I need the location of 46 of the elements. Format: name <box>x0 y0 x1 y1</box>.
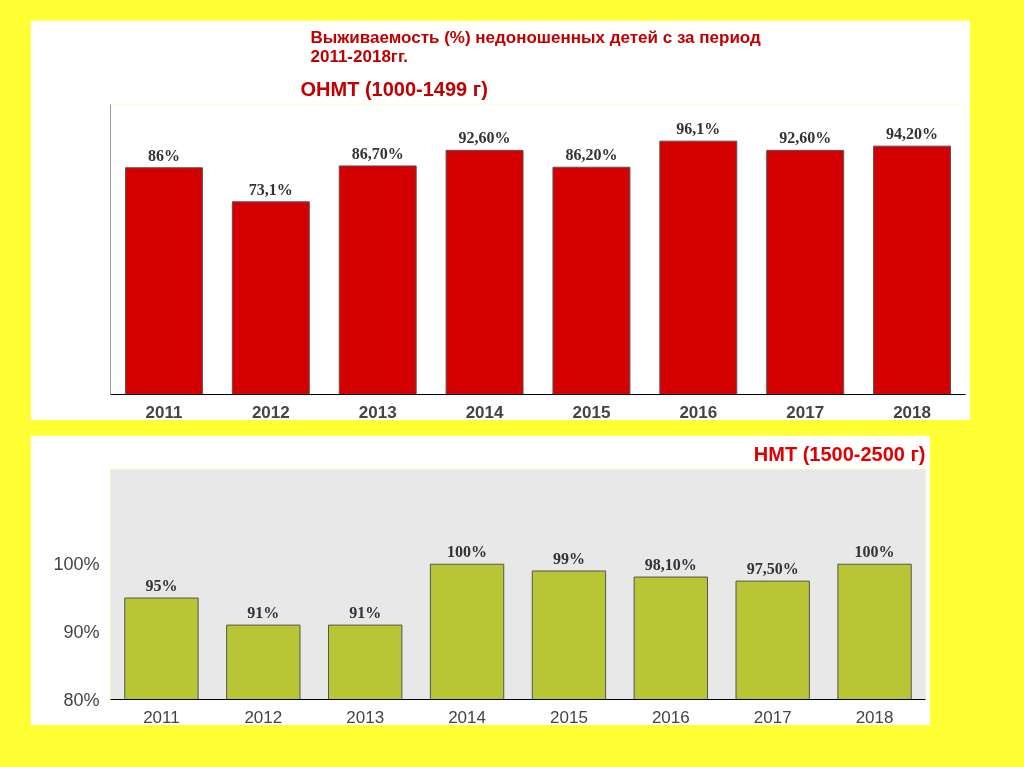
data-label: 95% <box>145 577 178 595</box>
data-label: 91% <box>247 604 280 622</box>
data-label: 92,60% <box>779 129 832 147</box>
bar <box>338 165 417 395</box>
bar <box>766 149 845 395</box>
data-label: 94,20% <box>886 125 939 143</box>
y-tick-label: 80% <box>63 689 100 710</box>
x-tick-label: 2013 <box>358 402 397 422</box>
bar <box>124 167 203 395</box>
data-label: 91% <box>349 604 382 622</box>
x-tick-label: 2018 <box>893 402 931 422</box>
bar <box>552 166 631 395</box>
x-tick-label: 2012 <box>244 707 283 727</box>
data-label: 98,10% <box>644 556 697 574</box>
data-label: 86% <box>147 146 180 164</box>
data-label: 100% <box>447 543 488 561</box>
chart-title: НМТ (1500-2500 г) <box>753 442 926 465</box>
x-tick-label: 2012 <box>251 402 290 422</box>
x-tick-label: 2011 <box>143 707 180 727</box>
x-tick-label: 2013 <box>346 707 385 727</box>
bar <box>231 201 310 395</box>
data-label: 86,20% <box>565 146 618 164</box>
chart-title: Выживаемость (%) недоношенных детей с за период 2011-2018гг. <box>310 27 761 66</box>
data-label: 97,50% <box>746 560 799 578</box>
x-tick-label: 2017 <box>753 707 792 727</box>
data-label: 92,60% <box>458 129 511 147</box>
data-label: 73,1% <box>248 180 293 198</box>
y-tick-label: 100% <box>53 554 100 575</box>
x-tick-label: 2015 <box>572 402 611 422</box>
bar <box>445 149 524 395</box>
data-label: 86,70% <box>351 144 404 162</box>
data-label: 99% <box>552 549 585 567</box>
chart-subtitle: ОНМТ (1000-1499 г) <box>300 77 488 100</box>
bar <box>659 140 738 395</box>
x-tick-label: 2017 <box>786 402 825 422</box>
x-tick-label: 2011 <box>145 402 183 422</box>
data-label: 100% <box>854 543 895 561</box>
x-tick-label: 2018 <box>855 707 894 727</box>
y-tick-label: 90% <box>63 621 100 642</box>
x-tick-label: 2014 <box>448 707 486 727</box>
bar <box>873 145 952 395</box>
x-tick-label: 2016 <box>651 707 690 727</box>
x-tick-label: 2014 <box>465 402 505 422</box>
x-tick-label: 2015 <box>550 707 588 727</box>
data-label: 96,1% <box>676 120 721 138</box>
x-tick-label: 2016 <box>679 402 718 422</box>
